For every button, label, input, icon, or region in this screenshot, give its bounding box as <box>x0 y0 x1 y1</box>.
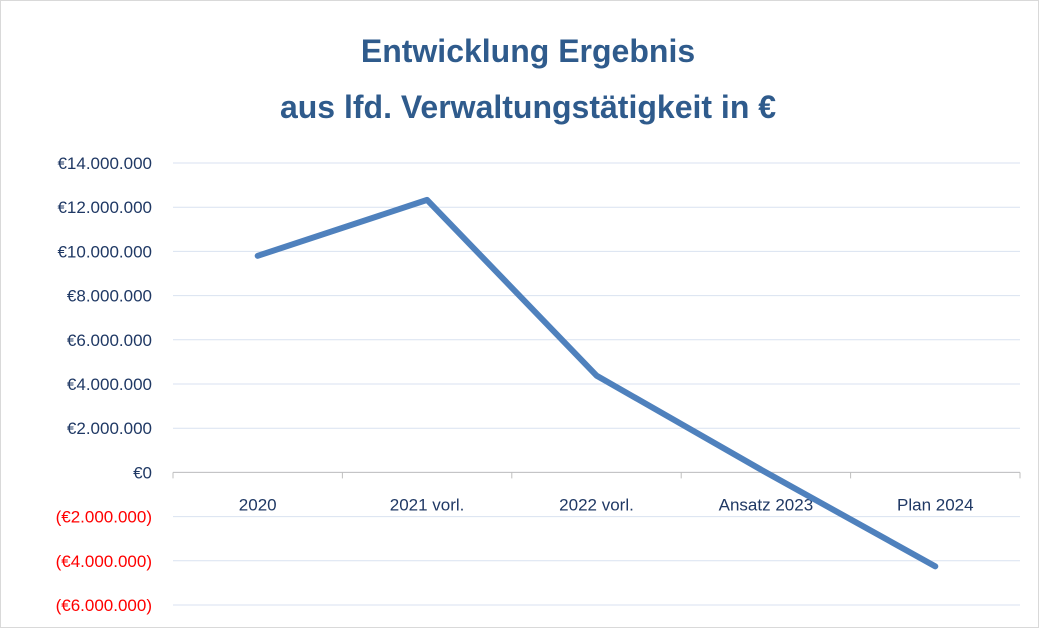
y-tick-label: €14.000.000 <box>57 154 152 173</box>
chart-title: Entwicklung Ergebnis <box>361 33 695 69</box>
y-tick-label: €0 <box>133 463 152 482</box>
x-tick-label: Plan 2024 <box>897 495 974 514</box>
chart-title: aus lfd. Verwaltungstätigkeit in € <box>280 89 776 125</box>
y-tick-label: €2.000.000 <box>67 419 152 438</box>
y-tick-label: (€2.000.000) <box>56 508 152 527</box>
y-tick-label: €4.000.000 <box>67 375 152 394</box>
y-tick-label: (€4.000.000) <box>56 552 152 571</box>
line-series <box>254 196 939 570</box>
x-tick-label: 2022 vorl. <box>559 495 634 514</box>
y-tick-label: (€6.000.000) <box>56 596 152 615</box>
y-tick-label: €8.000.000 <box>67 287 152 306</box>
x-tick-label: 2021 vorl. <box>390 495 465 514</box>
x-tick-label: Ansatz 2023 <box>719 495 814 514</box>
y-tick-label: €10.000.000 <box>57 242 152 261</box>
x-tick-label: 2020 <box>239 495 277 514</box>
y-tick-label: €6.000.000 <box>67 331 152 350</box>
y-tick-label: €12.000.000 <box>57 198 152 217</box>
